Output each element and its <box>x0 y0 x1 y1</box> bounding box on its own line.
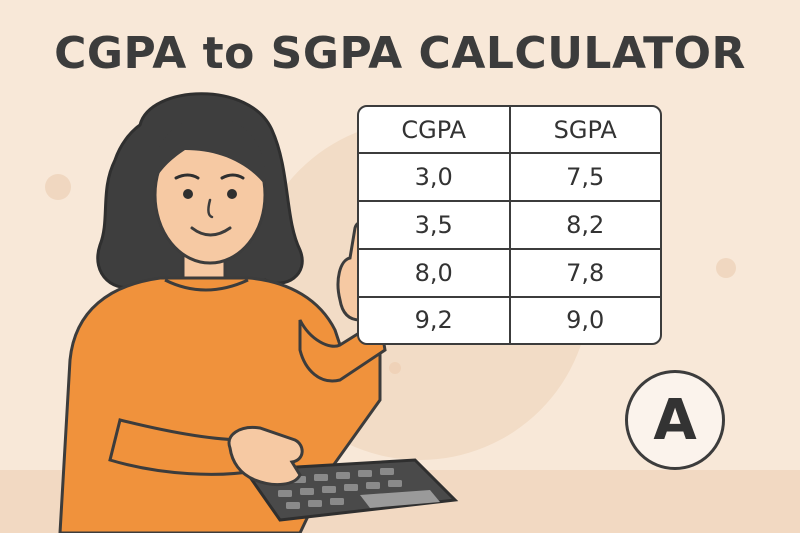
table-cell: 7,8 <box>508 247 660 298</box>
table-header-row: CGPA SGPA <box>359 107 660 155</box>
column-header-cgpa: CGPA <box>359 107 511 155</box>
table-row: 9,2 9,0 <box>359 295 660 343</box>
nose <box>207 198 214 219</box>
background-dot <box>389 362 401 374</box>
typing-hand <box>227 425 304 487</box>
column-header-sgpa: SGPA <box>508 107 660 155</box>
eye-icon <box>227 189 237 199</box>
collar <box>164 278 249 292</box>
table-row: 8,0 7,8 <box>359 247 660 298</box>
table-cell: 8,2 <box>508 200 660 250</box>
table-cell: 7,5 <box>508 152 660 203</box>
table-cell: 9,0 <box>508 295 660 343</box>
table-cell: 3,5 <box>359 200 511 250</box>
grade-badge: A <box>625 370 725 470</box>
eyebrow <box>220 173 245 180</box>
gpa-table: CGPA SGPA 3,0 7,5 3,5 8,2 8,0 7,8 9,2 9,… <box>359 107 660 343</box>
table-cell: 8,0 <box>359 247 511 298</box>
page-title: CGPA to SGPA CALCULATOR <box>54 28 746 79</box>
smile <box>190 226 232 237</box>
eyebrow <box>174 173 200 180</box>
eye-icon <box>183 189 193 199</box>
table-cell: 9,2 <box>359 295 511 343</box>
gpa-table-card: CGPA SGPA 3,0 7,5 3,5 8,2 8,0 7,8 9,2 9,… <box>357 105 662 345</box>
table-row: 3,5 8,2 <box>359 200 660 250</box>
background-dot <box>716 258 736 278</box>
table-cell: 3,0 <box>359 152 511 203</box>
table-row: 3,0 7,5 <box>359 152 660 203</box>
background-dot <box>45 174 71 200</box>
hair-bangs <box>151 116 266 185</box>
